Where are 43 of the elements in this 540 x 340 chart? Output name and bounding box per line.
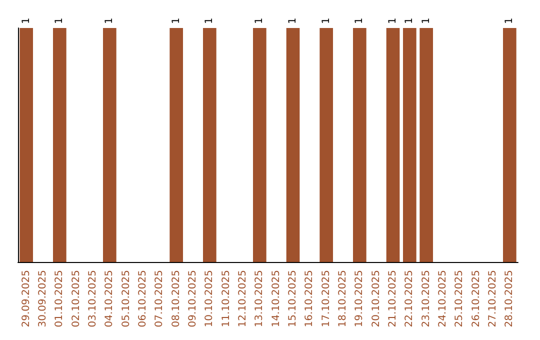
x-tick-label: 22.10.2025	[404, 270, 416, 328]
data-label: 1	[254, 18, 266, 24]
data-label: 1	[20, 18, 32, 24]
x-tick-label: 06.10.2025	[138, 270, 148, 328]
x-tick-label: 01.10.2025	[54, 270, 66, 328]
x-tick-label: 18.10.2025	[338, 270, 348, 328]
data-label: 1	[388, 18, 398, 24]
x-tick-label: 19.10.2025	[354, 270, 366, 328]
x-tick-label: 03.10.2025	[88, 270, 98, 328]
x-tick-label: 26.10.2025	[470, 270, 482, 328]
x-tick-label: 29.09.2025	[20, 270, 32, 328]
x-tick-label: 21.10.2025	[388, 270, 398, 328]
x-tick-label: 23.10.2025	[420, 270, 432, 328]
x-tick-label: 17.10.2025	[320, 270, 332, 328]
data-label: 1	[504, 18, 516, 24]
data-label: 1	[104, 18, 116, 24]
x-tick-label: 13.10.2025	[254, 270, 266, 328]
x-tick-label: 30.09.2025	[38, 270, 48, 328]
x-tick-label: 05.10.2025	[120, 270, 132, 328]
x-tick-label: 10.10.2025	[204, 270, 216, 328]
data-label: 1	[404, 18, 416, 24]
x-tick-label: 15.10.2025	[288, 270, 298, 328]
x-tick-label: 02.10.2025	[70, 270, 82, 328]
x-tick-label: 09.10.2025	[188, 270, 198, 328]
x-tick-label: 27.10.2025	[488, 270, 498, 328]
x-tick-label: 11.10.2025	[220, 270, 232, 328]
x-tick-label: 28.10.2025	[504, 270, 516, 328]
x-tick-label: 08.10.2025	[170, 270, 182, 328]
data-label: 1	[420, 18, 432, 24]
x-tick-label: 24.10.2025	[438, 270, 448, 328]
data-label: 1	[354, 18, 366, 24]
x-tick-label: 14.10.2025	[270, 270, 282, 328]
x-tick-label: 16.10.2025	[304, 270, 316, 328]
data-label: 1	[170, 18, 182, 24]
data-label: 1	[288, 18, 298, 24]
x-tick-label: 04.10.2025	[104, 270, 116, 328]
data-label: 1	[204, 18, 216, 24]
x-tick-label: 07.10.2025	[154, 270, 166, 328]
data-label: 1	[320, 18, 332, 24]
x-tick-label: 20.10.2025	[370, 270, 382, 328]
x-tick-label: 12.10.2025	[238, 270, 248, 328]
x-tick-label: 25.10.2025	[454, 270, 466, 328]
data-label: 1	[54, 18, 66, 24]
